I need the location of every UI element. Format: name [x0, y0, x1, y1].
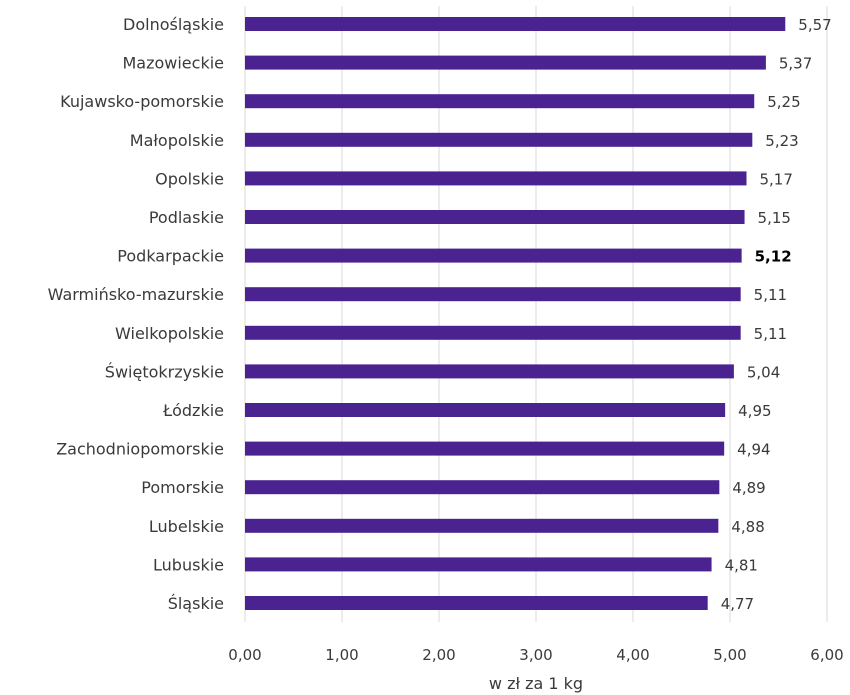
value-labels: 5,57 5,37 5,25 5,23 5,17 5,15 5,12 5,11 5,11 5,04… — [721, 16, 832, 613]
bar — [245, 55, 766, 70]
category-label: Zachodniopomorskie — [56, 440, 224, 459]
x-tick-label: 3,00 — [519, 646, 552, 664]
category-labels: Dolnośląskie Mazowieckie Kujawsko-pomorski… — [48, 15, 224, 613]
x-tick-label: 2,00 — [422, 646, 455, 664]
bar — [245, 132, 753, 147]
value-label: 5,23 — [765, 132, 798, 150]
bars — [245, 17, 786, 610]
value-label: 5,15 — [758, 209, 791, 227]
value-label: 5,11 — [754, 325, 787, 343]
category-label: Małopolskie — [130, 131, 224, 150]
x-tick-label: 0,00 — [228, 646, 261, 664]
value-label: 5,04 — [747, 363, 780, 381]
value-label: 4,89 — [732, 479, 765, 497]
bar — [245, 94, 755, 109]
category-label: Pomorskie — [141, 478, 224, 497]
value-label: 4,94 — [737, 441, 770, 459]
value-label: 4,77 — [721, 595, 754, 613]
category-label: Świętokrzyskie — [105, 362, 224, 381]
x-tick-label: 1,00 — [325, 646, 358, 664]
category-label: Łódzkie — [162, 401, 224, 420]
bar — [245, 480, 720, 495]
category-label: Warmińsko-mazurskie — [48, 285, 224, 304]
category-label: Podkarpackie — [117, 247, 224, 266]
category-label: Wielkopolskie — [115, 324, 224, 343]
bar — [245, 518, 719, 533]
category-label: Śląskie — [168, 594, 224, 613]
value-label: 5,17 — [759, 170, 792, 188]
x-axis-ticks: 0,00 1,00 2,00 3,00 4,00 5,00 6,00 — [228, 646, 843, 664]
bar — [245, 171, 747, 186]
value-label: 5,11 — [754, 286, 787, 304]
category-label: Opolskie — [155, 169, 224, 188]
bar — [245, 210, 745, 224]
gridlines — [244, 6, 828, 622]
x-axis-title: w zł za 1 kg — [489, 674, 583, 693]
x-tick-label: 4,00 — [616, 646, 649, 664]
category-label: Lubuskie — [153, 555, 224, 574]
value-label: 5,12 — [755, 248, 792, 266]
bar — [245, 557, 712, 572]
value-label: 4,95 — [738, 402, 771, 420]
bar — [245, 441, 725, 456]
bar — [245, 403, 726, 417]
category-label: Podlaskie — [149, 208, 224, 227]
value-label: 4,81 — [725, 556, 758, 574]
category-label: Mazowieckie — [122, 54, 224, 73]
category-label: Dolnośląskie — [123, 15, 224, 34]
bar — [245, 325, 741, 340]
value-label: 4,88 — [731, 518, 764, 536]
bar — [245, 364, 734, 379]
x-tick-label: 5,00 — [713, 646, 746, 664]
category-label: Kujawsko-pomorskie — [60, 92, 224, 111]
category-label: Lubelskie — [149, 517, 224, 536]
x-tick-label: 6,00 — [810, 646, 843, 664]
bar — [245, 17, 786, 31]
bar — [245, 248, 742, 263]
bar — [245, 596, 708, 610]
value-label: 5,57 — [798, 16, 831, 34]
value-label: 5,25 — [767, 93, 800, 111]
bar — [245, 287, 741, 302]
value-label: 5,37 — [779, 55, 812, 73]
